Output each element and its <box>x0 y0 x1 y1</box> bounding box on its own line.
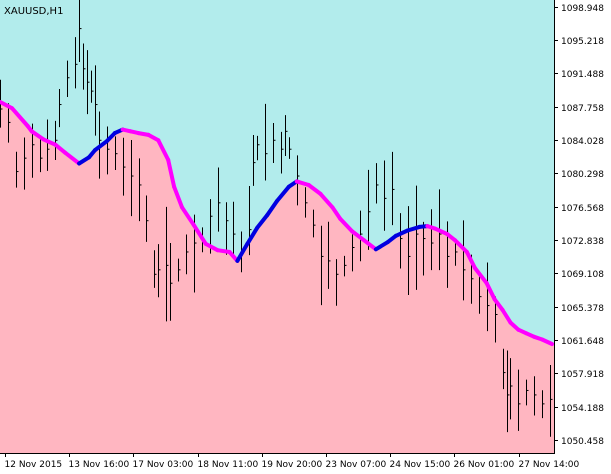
y-tick-label: 1084.028 <box>561 137 604 147</box>
trend-segment-down <box>41 137 58 147</box>
x-tick-label: 27 Nov 14:00 <box>519 460 580 470</box>
trend-segment-down <box>63 150 82 166</box>
trend-segment-down <box>53 142 68 155</box>
trend-segment-down <box>306 183 323 196</box>
x-tick-label: 12 Nov 2015 <box>5 460 63 470</box>
y-axis-ticks: 1098.948 1095.218 1091.488 1087.758 1084.028… <box>554 4 604 447</box>
trend-segment-up <box>373 240 390 252</box>
x-tick-label: 23 Nov 07:00 <box>326 460 387 470</box>
trend-segment-down <box>156 138 171 162</box>
lower-zone-fill <box>0 101 554 454</box>
y-tick-label: 1080.298 <box>561 170 604 180</box>
trend-segment-down <box>172 184 184 210</box>
symbol-label: XAUUSD,H1 <box>4 6 63 17</box>
trend-segment-up <box>255 213 270 230</box>
trend-segment-up <box>235 241 250 263</box>
trend-segment-down <box>338 216 355 234</box>
x-tick-label: 26 Nov 01:00 <box>454 460 515 470</box>
trend-segment-down <box>318 191 335 210</box>
y-tick-label: 1095.218 <box>561 37 604 47</box>
trend-segment-up <box>393 228 410 238</box>
trend-segment-down <box>464 250 477 270</box>
y-tick-label: 1050.458 <box>561 437 604 447</box>
y-tick-label: 1076.568 <box>561 204 604 214</box>
trend-segment-up <box>265 199 279 218</box>
trend-segment-down <box>484 281 497 302</box>
y-tick-label: 1087.758 <box>561 104 604 114</box>
trend-segment-down <box>500 308 513 325</box>
trend-segment-down <box>492 297 505 312</box>
trend-segment-down <box>0 99 14 111</box>
trend-segment-down <box>350 229 367 243</box>
trend-segment-down <box>9 106 30 128</box>
x-tick-label: 24 Nov 15:00 <box>390 460 451 470</box>
y-tick-label: 1072.838 <box>561 237 604 247</box>
trend-segment-up <box>405 224 422 233</box>
y-tick-label: 1098.948 <box>561 4 604 14</box>
x-tick-label: 19 Nov 20:00 <box>262 460 323 470</box>
y-tick-label: 1091.488 <box>561 70 604 80</box>
x-tick-label: 17 Nov 03:00 <box>133 460 194 470</box>
trend-segment-down <box>294 179 311 187</box>
trend-segment-down <box>330 205 343 221</box>
trend-segment-down <box>180 205 196 228</box>
trend-segment-down <box>433 226 450 237</box>
trend-segment-up <box>275 184 291 203</box>
trend-segment-down <box>453 238 469 254</box>
trend-segment-down <box>203 241 220 253</box>
x-tick-label: 18 Nov 11:00 <box>198 460 259 470</box>
x-axis-ticks: 12 Nov 2015 13 Nov 16:00 17 Nov 03:00 18 No… <box>5 453 580 470</box>
y-tick-label: 1057.918 <box>561 370 604 380</box>
y-tick-label: 1069.108 <box>561 270 604 280</box>
trend-line <box>0 99 554 346</box>
y-tick-label: 1065.378 <box>561 304 604 314</box>
trend-segment-down <box>191 223 208 246</box>
trend-segment-down <box>540 337 554 346</box>
x-tick-label: 13 Nov 16:00 <box>69 460 130 470</box>
trend-segment-up <box>245 225 260 246</box>
y-tick-label: 1054.188 <box>561 404 604 414</box>
trend-segment-up <box>93 139 109 153</box>
trend-segment-down <box>29 129 46 142</box>
trend-segment-down <box>215 248 232 254</box>
trend-segment-down <box>362 238 378 252</box>
y-tick-label: 1061.648 <box>561 337 604 347</box>
trend-segment-down <box>166 157 177 189</box>
trend-segment-down <box>472 266 489 286</box>
